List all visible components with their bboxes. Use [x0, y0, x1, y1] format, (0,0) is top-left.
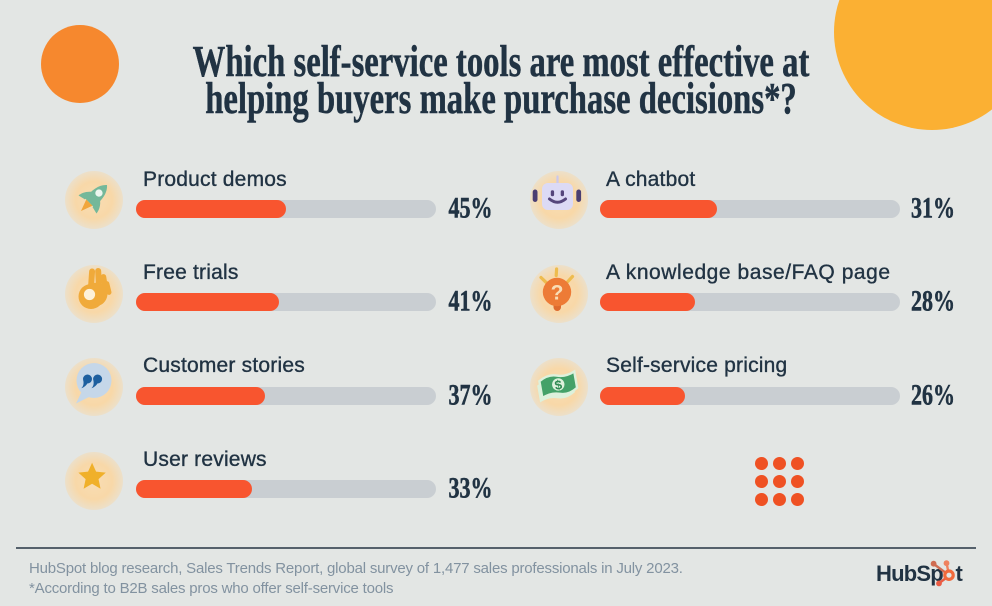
svg-text:45%: 45% — [449, 191, 493, 224]
svg-text:33%: 33% — [449, 471, 493, 504]
svg-text:37%: 37% — [449, 378, 493, 411]
svg-text:?: ? — [551, 282, 564, 305]
svg-text:$: $ — [553, 377, 563, 393]
svg-text:26%: 26% — [911, 378, 955, 411]
svg-text:28%: 28% — [911, 284, 955, 317]
svg-text:31%: 31% — [911, 191, 955, 224]
svg-text:41%: 41% — [449, 284, 493, 317]
